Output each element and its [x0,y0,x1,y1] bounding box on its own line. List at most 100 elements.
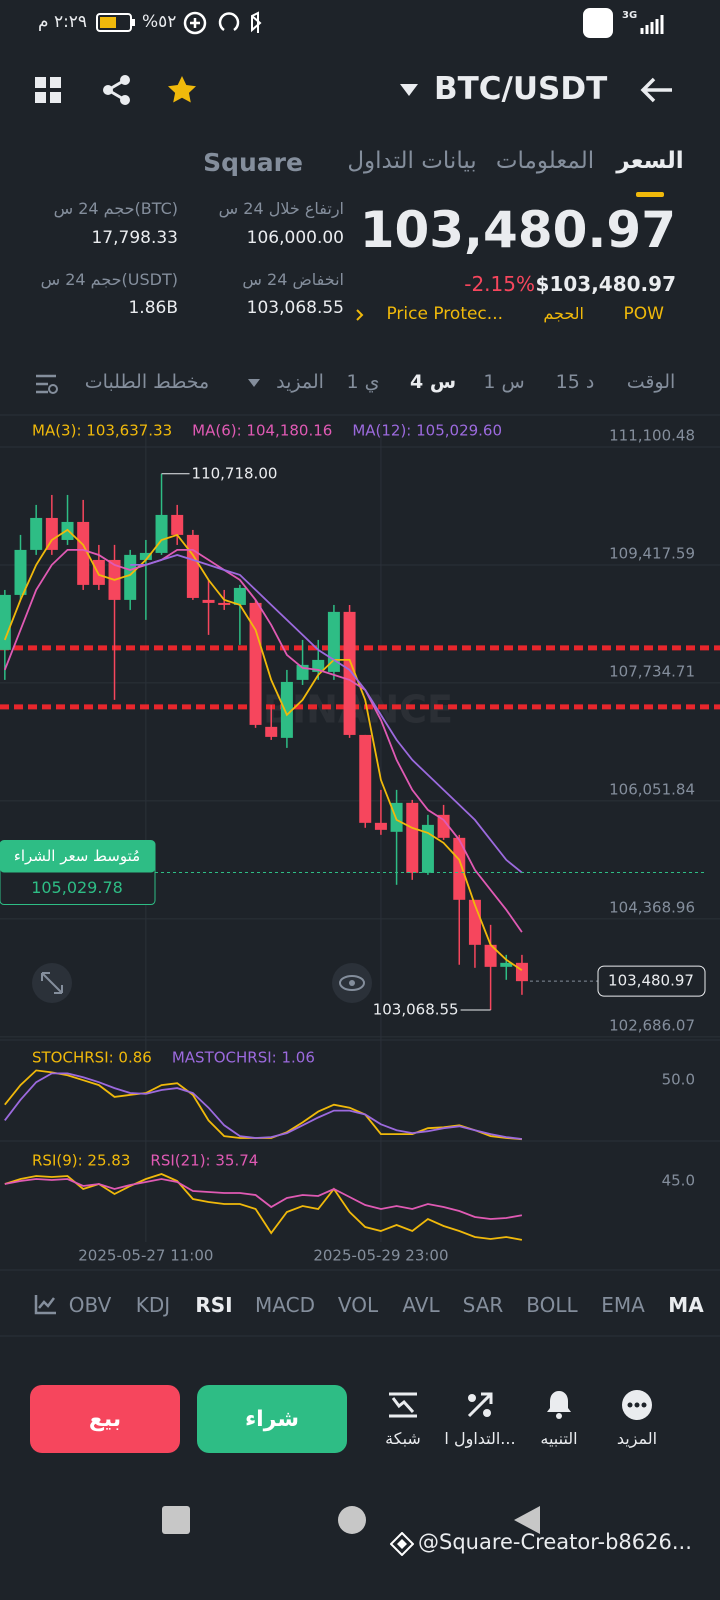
y-tick-label: 104,368.96 [609,898,695,916]
stat-value: 1.86B [128,298,178,318]
favorite-icon[interactable] [166,74,198,106]
pair-dropdown[interactable] [400,84,418,96]
interval-active[interactable]: 4 س [409,371,457,393]
indicator-tab[interactable]: BOLL [526,1293,578,1317]
nav-recent[interactable] [162,1506,190,1534]
icon [34,1295,56,1315]
legend-entry: RSI(9): 25.83 [32,1152,130,1170]
y-tick-label: 107,734.71 [609,662,695,680]
chevron [356,309,364,321]
candle-body [186,534,199,598]
battery-level [100,17,116,28]
settings-icon[interactable] [34,372,60,396]
icon [251,11,262,33]
indicator-tab[interactable]: AVL [402,1293,440,1317]
candle-body [265,726,278,737]
candle-body [312,659,325,672]
candle-body [515,962,528,982]
interval[interactable]: 1 ي [346,371,380,393]
interval[interactable]: 1 س [483,371,525,393]
series-line [4,1173,523,1241]
interval[interactable]: 15 د [555,371,595,393]
action-label[interactable]: التنبيه [540,1429,578,1448]
tag[interactable]: Price Protec... [386,304,503,324]
indicator-tab-active[interactable]: MA [668,1293,704,1317]
stat-value: 103,068.55 [246,298,344,318]
battery-tip [132,19,135,26]
series-line [130,554,523,874]
more-intervals[interactable]: المزيد [276,371,324,393]
candle-body [30,517,43,550]
tab-indicator [636,192,664,197]
tag[interactable]: الحجم [543,304,584,323]
series-line [3,549,523,933]
tab[interactable]: بيانات التداول [347,148,477,174]
last-price: 103,480.97 [359,201,676,259]
candle-body [421,824,434,873]
grid-icon[interactable] [34,76,64,106]
action-label[interactable]: شبكة [385,1429,421,1448]
indicator-tab[interactable]: SAR [462,1293,504,1317]
more-icon[interactable] [621,1389,653,1421]
legend-entry: MA(12): 105,029.60 [352,422,502,440]
icon [50,77,61,88]
candle-body [343,611,356,735]
last-price-box [597,965,706,997]
indicator-tab[interactable]: MACD [255,1293,315,1317]
candle-body [202,599,215,603]
price-change: -2.15% [464,272,535,296]
icon [390,1532,414,1556]
icon [35,92,46,103]
indicator-tab-active[interactable]: RSI [195,1293,233,1317]
icon-glyph [339,975,365,991]
y-tick-label: 102,686.07 [609,1016,695,1034]
tag[interactable]: POW [623,304,664,324]
y-tick-label: 45.0 [662,1172,695,1190]
icon [50,92,61,103]
expand-icon[interactable] [32,963,72,1003]
pair-title[interactable]: BTC/USDT [434,71,608,107]
candle-body [406,802,419,873]
grid-bot-icon[interactable] [387,1390,419,1420]
indicator-tab[interactable]: EMA [601,1293,645,1317]
candle-body [45,517,58,550]
indicator-icon[interactable] [34,1293,58,1315]
trade-icon[interactable] [465,1390,495,1420]
icon [35,77,46,88]
back-icon[interactable] [640,76,674,104]
icon [627,1402,633,1408]
candle-body [453,837,466,900]
chart-watermark: BINANCE [263,688,453,732]
buy-button[interactable]: شراء [197,1385,347,1453]
tab[interactable]: المعلومات [495,148,595,174]
icon [190,18,200,28]
tab-active[interactable]: السعر [616,148,684,174]
candle-body [437,814,450,838]
indicator-tab[interactable]: OBV [68,1293,112,1317]
tab[interactable]: Square [203,148,303,177]
interval[interactable]: الوقت [626,371,676,393]
nav-back[interactable] [512,1504,542,1536]
alert-icon[interactable] [544,1388,574,1420]
dropdown-icon [248,379,260,387]
action-label[interactable]: التداول ا... [444,1429,516,1448]
indicator-tab[interactable]: VOL [337,1293,379,1317]
depth-chart[interactable]: مخطط الطلبات [84,371,210,393]
series-line [4,1178,523,1220]
stat-label: ارتفاع خلال 24 س [218,199,344,218]
candle-body [327,611,340,672]
icon [467,1392,493,1418]
action-label[interactable]: المزيد [616,1429,658,1448]
eye-icon[interactable] [332,963,372,1003]
share-icon[interactable] [101,74,133,106]
sell-button[interactable]: بيع [30,1385,180,1453]
last-price-label: 103,480.97 [608,972,694,990]
icon [483,1409,491,1417]
nav-home[interactable] [338,1506,366,1534]
icon [36,374,56,394]
indicator-tab[interactable]: KDJ [135,1293,171,1317]
annotation-label: 103,068.55 [373,1001,459,1019]
icon [218,12,240,32]
candle-body [233,587,246,605]
